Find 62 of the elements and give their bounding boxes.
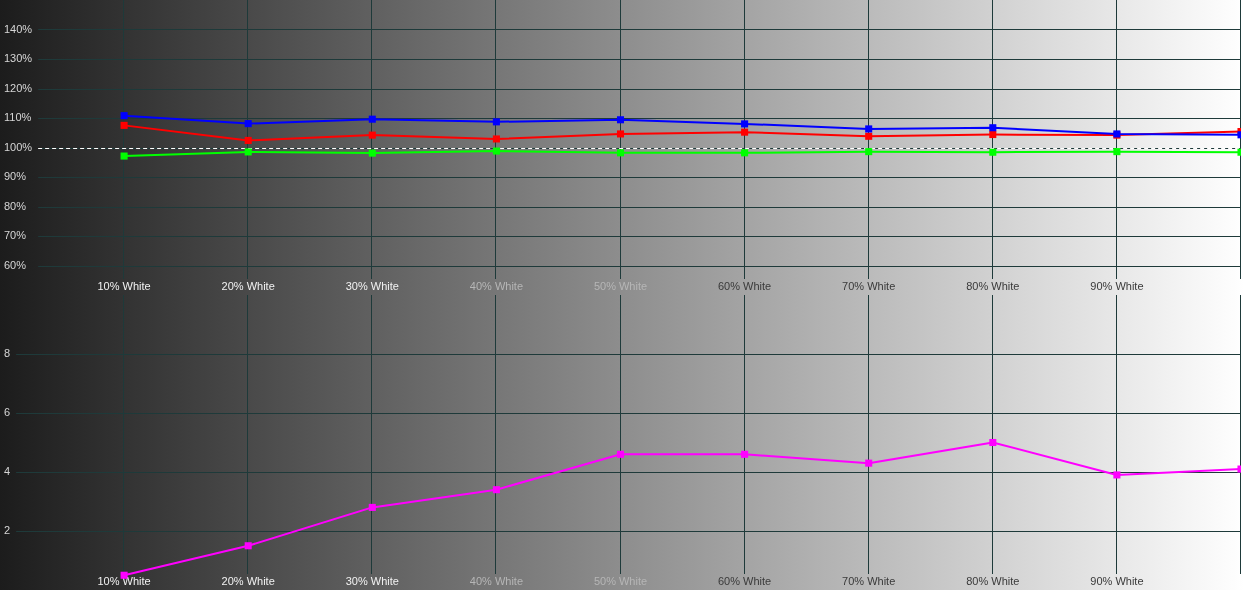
y-tick-label: 4	[4, 465, 11, 478]
point	[492, 118, 500, 126]
x-tick-label: 60% White	[718, 280, 772, 293]
point	[1113, 148, 1121, 156]
x-tick-label: 60% White	[718, 575, 772, 588]
y-tick-label: 110%	[4, 111, 32, 124]
y-tick-label: 60%	[4, 258, 27, 271]
point	[492, 486, 500, 494]
x-tick-label: 40% White	[469, 575, 523, 588]
point	[120, 121, 128, 129]
x-tick-label: 90% White	[1090, 280, 1144, 293]
point	[616, 149, 625, 157]
point	[120, 152, 128, 160]
point	[865, 148, 873, 156]
point	[368, 131, 376, 139]
x-tick-label: 20% White	[221, 575, 275, 588]
point	[244, 148, 252, 156]
x-tick-label: 30% White	[345, 280, 399, 293]
point	[989, 438, 997, 447]
x-tick-label: 30% White	[345, 575, 399, 588]
y-tick-label: 100%	[4, 140, 33, 153]
point	[741, 450, 749, 458]
point	[368, 149, 376, 157]
y-tick-label: 6	[4, 406, 11, 419]
point	[244, 542, 252, 550]
y-tick-label: 90%	[4, 170, 27, 183]
x-tick-label: 80% White	[966, 280, 1020, 293]
point	[492, 135, 500, 143]
x-tick-label: 40% White	[469, 280, 523, 293]
y-tick-label: 130%	[4, 52, 33, 65]
x-tick-label: 10% White	[97, 575, 151, 588]
point	[989, 148, 997, 156]
y-tick-label: 70%	[4, 229, 27, 242]
point	[616, 130, 625, 138]
x-tick-label: 70% White	[842, 575, 896, 588]
point	[492, 147, 500, 155]
x-tick-label: 20% White	[221, 280, 275, 293]
x-tick-label: 80% White	[966, 575, 1020, 588]
point	[244, 120, 252, 128]
point	[865, 459, 873, 467]
point	[865, 132, 873, 140]
point	[1113, 471, 1121, 479]
point	[989, 124, 997, 132]
point	[741, 120, 749, 128]
y-tick-label: 120%	[4, 81, 33, 94]
y-tick-label: 8	[4, 347, 11, 360]
point	[989, 130, 997, 139]
point	[616, 116, 625, 124]
y-tick-label: 140%	[4, 22, 33, 35]
point	[120, 112, 128, 120]
point	[741, 128, 749, 136]
point	[616, 450, 625, 458]
x-tick-label: 70% White	[842, 280, 896, 293]
point	[244, 136, 252, 144]
point	[368, 115, 376, 123]
x-tick-label: 10% White	[97, 280, 151, 293]
point	[865, 125, 873, 133]
y-tick-label: 2	[4, 524, 11, 537]
y-tick-label: 80%	[4, 199, 27, 212]
point	[741, 149, 749, 157]
point	[368, 503, 376, 511]
x-tick-label: 90% White	[1090, 575, 1144, 588]
